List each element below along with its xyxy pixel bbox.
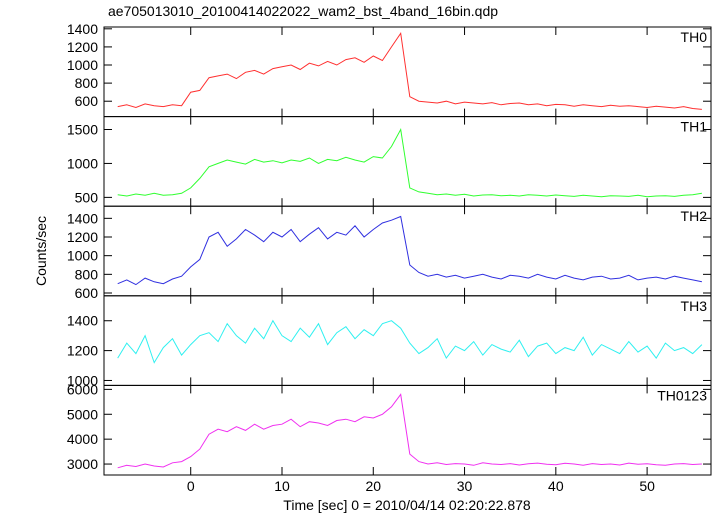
panel-label: TH0123 (657, 387, 707, 403)
x-tick-label: 10 (274, 478, 290, 494)
y-tick-label: 1000 (67, 372, 98, 388)
panel-label: TH2 (681, 208, 708, 224)
y-tick-label: 600 (75, 93, 99, 109)
chart-title: ae705013010_20100414022022_wam2_bst_4ban… (108, 3, 498, 19)
x-tick-label: 0 (187, 478, 195, 494)
y-tick-label: 1400 (67, 313, 98, 329)
x-tick-label: 50 (639, 478, 655, 494)
y-tick-label: 1000 (67, 155, 98, 171)
light-curve (117, 127, 702, 198)
x-tick-label: 40 (548, 478, 564, 494)
panel-frame (103, 384, 712, 476)
y-tick-label: 1200 (67, 39, 98, 55)
y-tick-label: 1200 (67, 229, 98, 245)
x-tick-label: 30 (457, 478, 473, 494)
y-tick-label: 1400 (67, 21, 98, 37)
y-axis-label: Counts/sec (33, 216, 49, 286)
y-tick-label: 1000 (67, 248, 98, 264)
panel-label: TH0 (681, 29, 708, 45)
panel-label: TH3 (681, 298, 708, 314)
y-tick-label: 500 (75, 189, 99, 205)
light-curve (117, 31, 702, 110)
y-tick-label: 600 (75, 285, 99, 301)
light-curve (117, 215, 703, 286)
y-tick-label: 6000 (67, 381, 98, 397)
panel-frame (103, 26, 712, 118)
y-tick-label: 1000 (67, 57, 98, 73)
x-tick-label: 20 (365, 478, 381, 494)
panel-label: TH1 (681, 119, 708, 135)
y-tick-label: 1200 (67, 343, 98, 359)
y-tick-label: 1500 (67, 121, 98, 137)
y-tick-label: 800 (75, 266, 99, 282)
y-tick-label: 4000 (67, 431, 98, 447)
y-tick-label: 1400 (67, 210, 98, 226)
panel-frame (103, 116, 712, 207)
light-curve (117, 319, 703, 364)
y-tick-label: 800 (75, 75, 99, 91)
x-axis-label: Time [sec] 0 = 2010/04/14 02:20:22.878 (283, 497, 531, 513)
light-curve (117, 393, 702, 469)
y-tick-label: 5000 (67, 406, 98, 422)
y-tick-label: 3000 (67, 456, 98, 472)
